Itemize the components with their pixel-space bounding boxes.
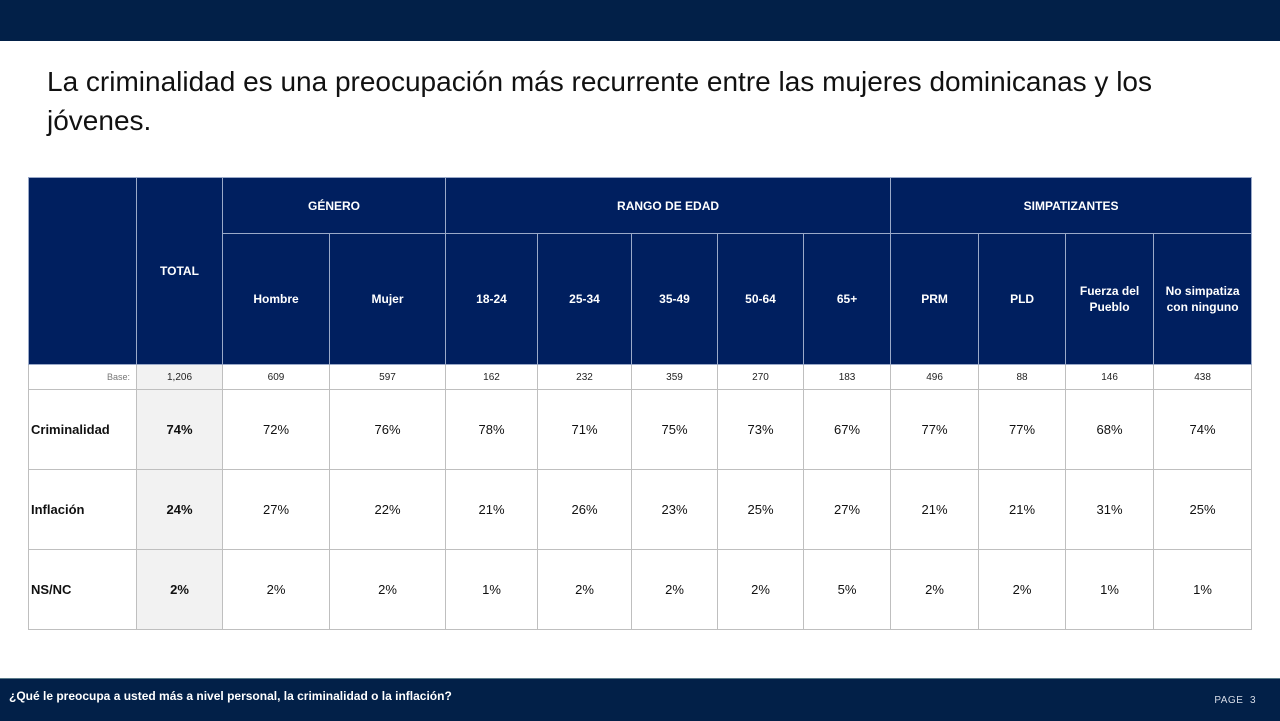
data-cell: 5% [803,549,892,630]
survey-question: ¿Qué le preocupa a usted más a nivel per… [9,689,452,703]
total-cell: 2% [136,549,223,630]
base-cell: 438 [1153,364,1253,390]
data-cell: 25% [1153,469,1253,550]
column-header: 65+ [803,233,892,365]
table-row: Criminalidad 74% 72% 76% 78% 71% 75% 73% 67% 77% 7… [28,389,1253,470]
column-header: PLD [978,233,1067,365]
base-cell: 597 [328,364,447,390]
data-cell: 21% [445,469,539,550]
data-cell: 71% [537,389,633,470]
data-cell: 67% [803,389,892,470]
data-cell: 1% [445,549,539,630]
data-cell: 2% [717,549,805,630]
crosstab-table: TOTAL GÉNERO RANGO DE EDAD SIMPATIZANTES… [28,177,1253,630]
row-label: NS/NC [28,549,137,630]
data-cell: 1% [1065,549,1155,630]
corner-header-cell [28,177,137,365]
column-header: No simpatiza con ninguno [1153,233,1253,365]
column-header-row: Hombre Mujer 18-24 25-34 35-49 50-64 65+ PRM PLD… [29,233,1253,365]
data-cell: 76% [328,389,447,470]
data-cell: 27% [803,469,892,550]
data-cell: 1% [1153,549,1253,630]
page-indicator: PAGE 3 [1214,695,1256,706]
column-header: 25-34 [537,233,633,365]
total-cell: 74% [136,389,223,470]
page-number: 3 [1249,695,1256,706]
column-header: 50-64 [717,233,805,365]
data-cell: 75% [631,389,719,470]
data-cell: 26% [537,469,633,550]
row-label: Inflación [28,469,137,550]
data-cell: 74% [1153,389,1253,470]
data-cell: 27% [222,469,330,550]
data-cell: 2% [890,549,980,630]
column-header: PRM [890,233,980,365]
data-cell: 31% [1065,469,1155,550]
data-cell: 25% [717,469,805,550]
data-cell: 2% [537,549,633,630]
group-header-simpatizantes: SIMPATIZANTES [890,177,1253,234]
group-header-rango-edad: RANGO DE EDAD [445,177,892,234]
base-cell: 88 [978,364,1067,390]
column-header: 18-24 [445,233,539,365]
data-cell: 21% [978,469,1067,550]
data-cell: 21% [890,469,980,550]
table-row: NS/NC 2% 2% 2% 1% 2% 2% 2% 5% 2% 2% 1% 1% [28,549,1253,630]
column-header: Fuerza del Pueblo [1065,233,1155,365]
column-header: Hombre [222,233,330,365]
base-cell: 183 [803,364,892,390]
base-cell: 146 [1065,364,1155,390]
page-label: PAGE [1214,695,1244,706]
data-cell: 73% [717,389,805,470]
total-cell: 24% [136,469,223,550]
base-row: Base: 1,206 609 597 162 232 359 270 183 496 88 146 4… [28,364,1253,390]
data-cell: 2% [328,549,447,630]
base-cell: 609 [222,364,330,390]
table-row: Inflación 24% 27% 22% 21% 26% 23% 25% 27% 21% 21% 3… [28,469,1253,550]
total-header: TOTAL [136,177,223,365]
data-cell: 22% [328,469,447,550]
group-header-row: TOTAL GÉNERO RANGO DE EDAD SIMPATIZANTES [28,177,1253,365]
data-cell: 23% [631,469,719,550]
data-cell: 2% [978,549,1067,630]
base-cell: 232 [537,364,633,390]
base-label: Base: [28,364,137,390]
base-cell: 496 [890,364,980,390]
data-cell: 2% [631,549,719,630]
base-cell: 359 [631,364,719,390]
data-cell: 2% [222,549,330,630]
data-cell: 77% [978,389,1067,470]
footer-bar: ¿Qué le preocupa a usted más a nivel per… [0,678,1280,721]
data-cell: 77% [890,389,980,470]
data-cell: 68% [1065,389,1155,470]
column-header: Mujer [328,233,447,365]
group-header-genero: GÉNERO [221,177,447,234]
table-header: TOTAL GÉNERO RANGO DE EDAD SIMPATIZANTES… [28,177,1253,365]
page-title: La criminalidad es una preocupación más … [47,66,1153,136]
data-cell: 78% [445,389,539,470]
top-banner [0,0,1280,41]
column-header: 35-49 [631,233,719,365]
base-cell: 270 [717,364,805,390]
data-cell: 72% [222,389,330,470]
table-body: Base: 1,206 609 597 162 232 359 270 183 496 88 146 4… [28,364,1253,630]
base-total-cell: 1,206 [136,364,223,390]
row-label: Criminalidad [28,389,137,470]
base-cell: 162 [445,364,539,390]
